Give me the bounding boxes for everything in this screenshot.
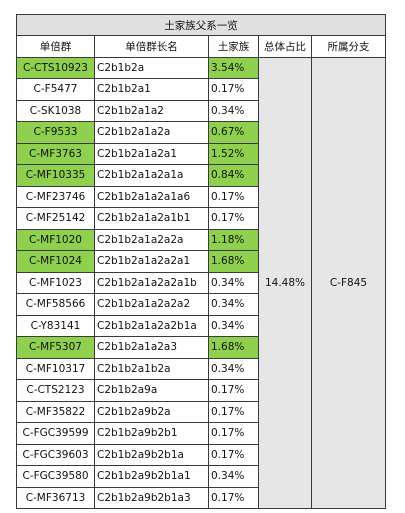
- haplogroup-cell: C-MF58566: [16, 293, 95, 316]
- table-row: C-CTS10923 C2b1b2a 3.54% 14.48% C-F845: [16, 56, 386, 509]
- table-row: C-Y83141 C2b1b2a1a2a2b1a 0.34%: [16, 314, 386, 337]
- tujia-percent-cell: 0.34%: [208, 465, 259, 488]
- long-name-cell: C2b1b2a1a2a2a: [94, 228, 209, 251]
- long-name-cell: C2b1b2a9b2b1a1: [94, 465, 209, 488]
- long-name-cell: C2b1b2a: [94, 56, 209, 79]
- haplogroup-table-container: 土家族父系一览 单倍群 单倍群长名 土家族 总体占比 所属分支 C-CTS109…: [16, 14, 386, 509]
- haplogroup-cell: C-FGC39580: [16, 465, 95, 488]
- haplogroup-cell: C-Y83141: [16, 314, 95, 337]
- tujia-percent-cell: 0.17%: [208, 207, 259, 230]
- header-total-share: 总体占比: [258, 35, 312, 58]
- haplogroup-cell: C-CTS2123: [16, 379, 95, 402]
- tujia-percent-cell: 1.52%: [208, 142, 259, 165]
- haplogroup-cell: C-MF1024: [16, 250, 95, 273]
- haplogroup-table: 土家族父系一览 单倍群 单倍群长名 土家族 总体占比 所属分支 C-CTS109…: [16, 14, 386, 509]
- tujia-percent-cell: 0.67%: [208, 121, 259, 144]
- long-name-cell: C2b1b2a1a2a3: [94, 336, 209, 359]
- haplogroup-cell: C-MF3763: [16, 142, 95, 165]
- header-tujia: 土家族: [208, 35, 259, 58]
- header-haplogroup: 单倍群: [16, 35, 95, 58]
- haplogroup-cell: C-MF10335: [16, 164, 95, 187]
- haplogroup-cell: C-FGC39603: [16, 443, 95, 466]
- long-name-cell: C2b1b2a1a2a1a: [94, 164, 209, 187]
- haplogroup-cell: C-CTS10923: [16, 56, 95, 79]
- table-title: 土家族父系一览: [16, 14, 386, 36]
- tujia-percent-cell: 0.17%: [208, 78, 259, 101]
- haplogroup-cell: C-FGC39599: [16, 422, 95, 445]
- haplogroup-cell: C-MF10317: [16, 357, 95, 380]
- tujia-percent-cell: 0.17%: [208, 486, 259, 509]
- haplogroup-cell: C-MF23746: [16, 185, 95, 208]
- header-long-name: 单倍群长名: [94, 35, 209, 58]
- tujia-percent-cell: 0.34%: [208, 271, 259, 294]
- long-name-cell: C2b1b2a9b2b1a: [94, 443, 209, 466]
- table-row: C-MF1020 C2b1b2a1a2a2a 1.18%: [16, 228, 386, 251]
- tujia-percent-cell: 0.34%: [208, 293, 259, 316]
- tujia-percent-cell: 0.84%: [208, 164, 259, 187]
- tujia-percent-cell: 0.17%: [208, 400, 259, 423]
- long-name-cell: C2b1b2a9b2b1: [94, 422, 209, 445]
- tujia-percent-cell: 0.17%: [208, 185, 259, 208]
- long-name-cell: C2b1b2a1a2a2a1: [94, 250, 209, 273]
- long-name-cell: C2b1b2a1b2a: [94, 357, 209, 380]
- long-name-cell: C2b1b2a1a2a1b1: [94, 207, 209, 230]
- tujia-percent-cell: 0.34%: [208, 99, 259, 122]
- header-row: 单倍群 单倍群长名 土家族 总体占比 所属分支: [16, 35, 386, 58]
- tujia-percent-cell: 0.17%: [208, 443, 259, 466]
- long-name-cell: C2b1b2a9b2b1a3: [94, 486, 209, 509]
- table-row: C-SK1038 C2b1b2a1a2 0.34%: [16, 99, 386, 122]
- long-name-cell: C2b1b2a1: [94, 78, 209, 101]
- long-name-cell: C2b1b2a1a2a2a1b: [94, 271, 209, 294]
- haplogroup-cell: C-MF25142: [16, 207, 95, 230]
- tujia-percent-cell: 0.34%: [208, 314, 259, 337]
- haplogroup-cell: C-MF1020: [16, 228, 95, 251]
- table-row: C-F5477 C2b1b2a1 0.17%: [16, 78, 386, 101]
- table-row: C-MF58566 C2b1b2a1a2a2a2 0.34%: [16, 293, 386, 316]
- table-row: C-MF3763 C2b1b2a1a2a1 1.52%: [16, 142, 386, 165]
- haplogroup-cell: C-MF1023: [16, 271, 95, 294]
- long-name-cell: C2b1b2a1a2a1: [94, 142, 209, 165]
- haplogroup-cell: C-SK1038: [16, 99, 95, 122]
- header-branch: 所属分支: [311, 35, 386, 58]
- table-row: C-MF36713 C2b1b2a9b2b1a3 0.17%: [16, 486, 386, 509]
- long-name-cell: C2b1b2a1a2a1a6: [94, 185, 209, 208]
- haplogroup-cell: C-F5477: [16, 78, 95, 101]
- tujia-percent-cell: 3.54%: [208, 56, 259, 79]
- table-row: C-MF10335 C2b1b2a1a2a1a 0.84%: [16, 164, 386, 187]
- tujia-percent-cell: 0.34%: [208, 357, 259, 380]
- table-row: C-FGC39603 C2b1b2a9b2b1a 0.17%: [16, 443, 386, 466]
- haplogroup-cell: C-MF5307: [16, 336, 95, 359]
- haplogroup-cell: C-F9533: [16, 121, 95, 144]
- long-name-cell: C2b1b2a1a2a: [94, 121, 209, 144]
- haplogroup-cell: C-MF35822: [16, 400, 95, 423]
- title-row: 土家族父系一览: [16, 14, 386, 36]
- tujia-percent-cell: 0.17%: [208, 422, 259, 445]
- long-name-cell: C2b1b2a9b2a: [94, 400, 209, 423]
- table-row: C-MF10317 C2b1b2a1b2a 0.34%: [16, 357, 386, 380]
- table-row: C-MF23746 C2b1b2a1a2a1a6 0.17%: [16, 185, 386, 208]
- table-row: C-MF35822 C2b1b2a9b2a 0.17%: [16, 400, 386, 423]
- tujia-percent-cell: 1.68%: [208, 250, 259, 273]
- haplogroup-cell: C-MF36713: [16, 486, 95, 509]
- tujia-percent-cell: 1.18%: [208, 228, 259, 251]
- tujia-percent-cell: 1.68%: [208, 336, 259, 359]
- long-name-cell: C2b1b2a9a: [94, 379, 209, 402]
- long-name-cell: C2b1b2a1a2: [94, 99, 209, 122]
- table-body: C-CTS10923 C2b1b2a 3.54% 14.48% C-F845 C-F547…: [16, 56, 386, 509]
- branch-cell: C-F845: [311, 56, 386, 509]
- table-row: C-MF5307 C2b1b2a1a2a3 1.68%: [16, 336, 386, 359]
- long-name-cell: C2b1b2a1a2a2a2: [94, 293, 209, 316]
- table-row: C-FGC39599 C2b1b2a9b2b1 0.17%: [16, 422, 386, 445]
- tujia-percent-cell: 0.17%: [208, 379, 259, 402]
- total-share-cell: 14.48%: [258, 56, 312, 509]
- long-name-cell: C2b1b2a1a2a2b1a: [94, 314, 209, 337]
